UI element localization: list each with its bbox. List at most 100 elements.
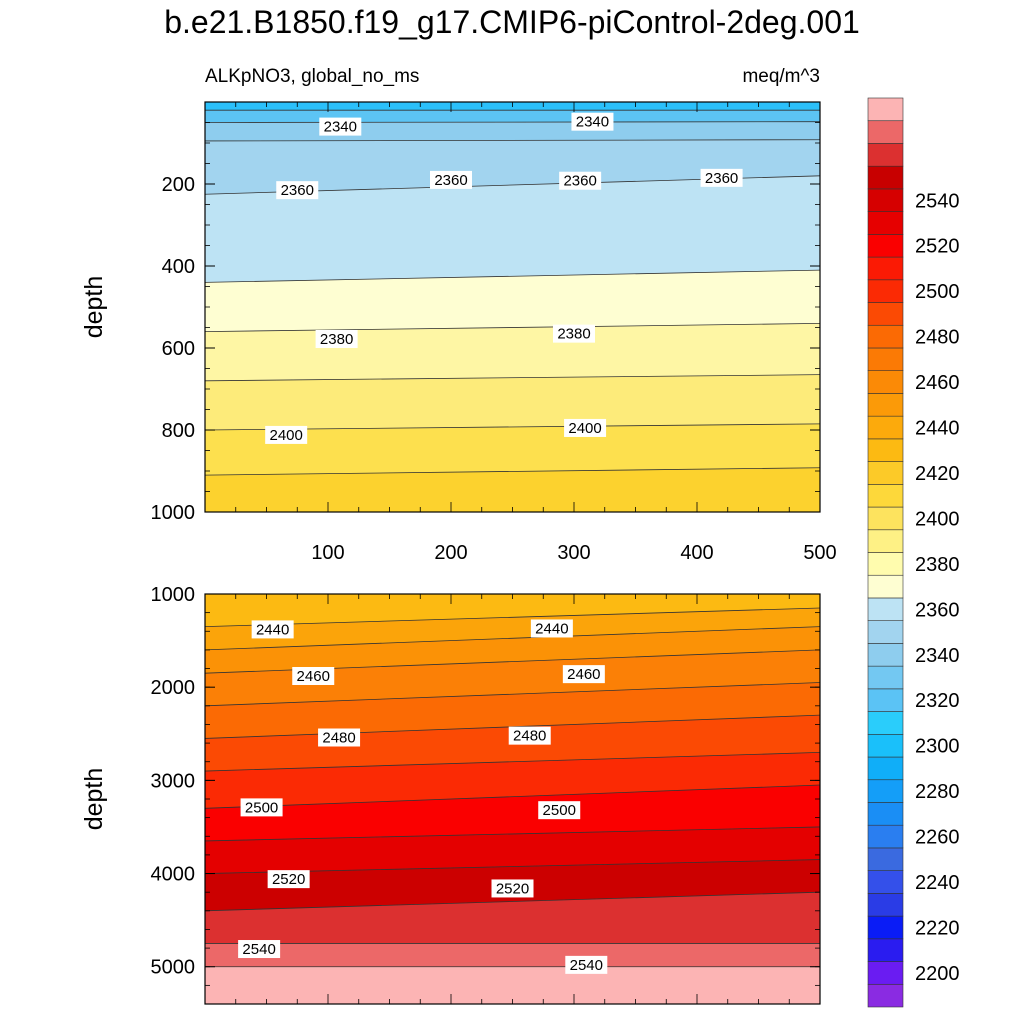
contour-label: 2440 [256,621,289,638]
x-tick-label: 100 [311,542,344,564]
contour-label-bg [265,425,308,444]
colorbar-swatch [867,279,904,303]
colorbar-swatch [867,620,904,644]
variable-label: ALKpNO3, global_no_ms [205,66,419,87]
contour-band [205,682,820,739]
contour-band [205,175,820,283]
contour-line [204,607,821,628]
colorbar-label: 2460 [915,372,960,394]
contour-label: 2360 [434,172,467,189]
contour-line [204,467,821,476]
contour-label-bg [571,112,614,131]
colorbar-swatch [867,256,904,281]
contour-band [205,121,820,141]
colorbar-swatch [867,847,904,871]
x-tick-label: 400 [680,542,713,564]
contour-band [205,752,820,809]
colorbar-swatch [867,665,904,690]
contour-line [204,323,821,332]
colorbar-label: 2540 [915,190,960,212]
y-tick-label: 2000 [151,677,196,699]
contour-band [205,139,820,195]
contour-line [204,423,821,431]
y-tick-label: 3000 [151,770,196,792]
colorbar-swatch [867,733,904,758]
contour-label-bg [559,171,602,190]
contour-label-bg [240,798,283,817]
colorbar-label: 2280 [915,781,960,803]
contour-label: 2400 [269,427,302,444]
colorbar-swatch [867,552,904,576]
contour-label: 2360 [563,173,596,190]
contour-label-bg [553,324,595,343]
colorbar-swatch [867,165,904,190]
y-tick-label: 1000 [151,584,196,606]
contour-label-bg [565,955,608,974]
colorbar-swatch [867,915,904,940]
contour-label-bg [276,181,319,200]
contour-line [204,891,821,912]
colorbar-label: 2400 [915,508,960,530]
contour-label: 2500 [543,802,576,819]
y-tick-label: 400 [162,256,195,278]
contour-label-bg [538,801,581,820]
chart-title: b.e21.B1850.f19_g17.CMIP6-piControl-2deg… [164,4,860,40]
contour-band [205,270,820,332]
contour-label: 2540 [570,957,603,974]
colorbar-label: 2440 [915,418,960,440]
colorbar-swatch [867,415,904,440]
colorbar-swatch [867,711,904,735]
contour-label-bg [318,728,361,747]
contour-label: 2360 [281,182,314,199]
colorbar-swatch [867,688,904,712]
contour-band [205,966,820,1004]
contour-label-bg [267,870,310,889]
colorbar-swatch [867,97,904,122]
contour-label: 2340 [324,119,357,136]
contour-line [204,626,821,651]
colorbar-swatch [867,324,904,349]
colorbar-label: 2220 [915,917,960,939]
colorbar: 2200 2220 2240 2260 2280 2300 2320 2340 2360 2380… [867,97,960,1008]
y-tick-label: 200 [162,174,195,196]
y-tick-label: 600 [162,338,195,360]
units-label: meq/m^3 [742,66,820,87]
contour-label: 2520 [496,880,529,897]
contour-label-bg [251,620,294,639]
colorbar-swatch [867,574,904,599]
contour-label: 2460 [567,666,600,683]
colorbar-swatch [867,143,904,167]
x-tick-label: 200 [434,542,467,564]
contour-line [204,682,821,707]
contour-label: 2360 [705,170,738,187]
contour-label: 2520 [272,871,305,888]
contour-label-bg [700,168,743,187]
contour-label-bg [564,418,607,437]
colorbar-swatch [867,347,904,372]
colorbar-swatch [867,211,904,235]
contour-band [205,423,820,476]
contour-label-bg [315,329,358,348]
contour-band [205,626,820,674]
y-axis-title: depth [80,768,108,831]
colorbar-label: 2200 [915,963,960,985]
x-tick-label: 500 [803,542,836,564]
contour-line [204,269,821,283]
colorbar-label: 2500 [915,281,960,303]
contour-label: 2460 [297,668,330,685]
contour-band [205,467,820,512]
colorbar-swatch [867,824,904,849]
upper-panel: 2340 2340 2360 2360 2360 2360 2380 2380 2400 2400… [80,101,837,564]
colorbar-swatch [867,188,904,212]
contour-band [205,892,820,944]
contour-label-bg [430,170,472,189]
contour-band [205,374,820,430]
contour-label: 2540 [242,941,275,958]
colorbar-swatch [867,529,904,553]
contour-label: 2480 [513,728,546,745]
contour-line [204,374,821,382]
contour-label: 2480 [322,730,355,747]
contour-label-bg [530,619,573,638]
contour-band [205,323,820,381]
colorbar-swatch [867,779,904,803]
